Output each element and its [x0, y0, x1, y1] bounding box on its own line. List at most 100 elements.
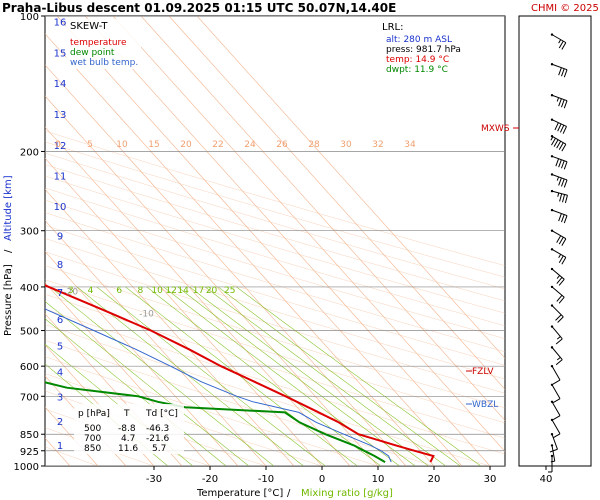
- lrl-heading: LRL:: [382, 22, 403, 33]
- wind-barb: [550, 229, 567, 246]
- isotherm-label: 28: [308, 140, 320, 150]
- wind-barb-station: [550, 63, 554, 66]
- x-tick-label: 0: [319, 474, 325, 485]
- wind-barb-feather: [563, 100, 568, 109]
- wind-barb-staff: [551, 119, 567, 127]
- y-tick-label: 200: [20, 147, 39, 158]
- wind-barb-station: [550, 400, 554, 403]
- isotherm-line: [45, 282, 211, 466]
- lrl-background: [380, 20, 466, 76]
- isotherm-label: 26: [276, 140, 288, 150]
- isotherm-label: 22: [212, 140, 223, 150]
- level-wbzl-label: WBZL: [472, 400, 498, 410]
- isotherm-line: [45, 157, 323, 466]
- wind-barb-feather: [552, 379, 561, 385]
- altitude-tick-label: 9: [57, 231, 63, 242]
- isotherm-line: [45, 375, 127, 466]
- altitude-tick-label: 13: [54, 110, 67, 121]
- isotherm-label: 15: [148, 140, 159, 150]
- dry-adiabat-label: -10: [139, 309, 154, 319]
- x-axis-label-separator: /: [287, 488, 291, 499]
- lrl-alt: alt: 280 m ASL: [386, 35, 452, 45]
- isotherm-line: [45, 126, 351, 466]
- wind-barb-feather: [561, 214, 565, 223]
- wind-barb: [550, 94, 568, 109]
- stats-row-2-td: -21.6: [146, 434, 170, 444]
- dry-adiabat-line: [45, 175, 505, 314]
- isotherm-line: [45, 188, 295, 466]
- wind-barb-staff: [551, 248, 567, 258]
- axes-layer: -30 -20 -10 0 10 20 30 401002003004005006007008…: [14, 12, 553, 485]
- legend-background: [66, 19, 141, 69]
- isotherm-label: 32: [372, 140, 383, 150]
- x-tick-label: 40: [540, 474, 553, 485]
- wind-barb-feather: [563, 161, 568, 170]
- wind-barb-station: [550, 248, 554, 251]
- wind-barb-station: [550, 118, 554, 121]
- isotherm-line: [84, 16, 491, 466]
- x-axis-label-mixing: Mixing ratio [g/kg]: [301, 488, 393, 499]
- wind-barb-half-feather: [556, 356, 561, 361]
- isotherm-line: [45, 64, 407, 466]
- altitude-tick-label: 8: [57, 260, 63, 271]
- isotherm-label: 24: [244, 140, 256, 150]
- wind-barb-half-feather: [556, 176, 560, 181]
- level-fzlv-label: FZLV: [472, 367, 494, 377]
- y-tick-label: 100: [20, 12, 39, 23]
- wind-barb: [550, 418, 561, 439]
- wind-barb-station: [550, 285, 554, 289]
- y-tick-label: 1000: [14, 462, 39, 473]
- legend-box: SKEW-T temperature dew point wet bulb te…: [66, 19, 141, 69]
- wind-barb-feather: [557, 123, 562, 132]
- x-tick-label: 30: [484, 474, 497, 485]
- y-axis-label-separator: /: [3, 249, 14, 253]
- wind-barb-feather: [558, 296, 565, 304]
- stats-background: [74, 404, 184, 454]
- lrl-box: LRL: alt: 280 m ASL press: 981.7 hPa tem…: [380, 20, 466, 76]
- dry-adiabat-line: [45, 130, 505, 266]
- dry-adiabat-label: -20: [63, 287, 78, 297]
- y-tick-label: 700: [20, 392, 39, 403]
- altitude-tick-label: 6: [57, 315, 63, 326]
- altitude-tick-label: 3: [57, 393, 63, 404]
- x-tick-label: -30: [146, 474, 162, 485]
- wind-barb-feather: [557, 316, 564, 323]
- wind-barb-staff: [551, 419, 561, 435]
- wind-barb: [550, 304, 564, 323]
- mixing-ratio-label: 14: [177, 286, 189, 296]
- isotherm-label: 34: [404, 140, 416, 150]
- isotherm-line: [45, 95, 379, 466]
- wind-barb-staff: [551, 434, 558, 450]
- wind-barb-feather: [562, 194, 566, 203]
- wind-barb-staff: [551, 305, 564, 318]
- legend-item-wet-bulb: wet bulb temp.: [70, 58, 138, 68]
- wind-barb-staff: [551, 190, 568, 196]
- wind-barb-staff: [551, 63, 568, 71]
- y-tick-label: 600: [20, 362, 39, 373]
- y-tick-label: 850: [20, 430, 39, 441]
- wind-barb-half-feather: [558, 254, 562, 259]
- wind-barb-feather: [564, 195, 568, 204]
- wind-barb: [550, 155, 568, 170]
- stats-table: p [hPa] T Td [°C] 500 -8.8 -46.3 700 4.7…: [74, 404, 184, 454]
- wind-barb-station: [550, 94, 554, 97]
- wind-barb: [550, 33, 567, 50]
- wind-barb-staff: [551, 286, 565, 298]
- wind-barb-feather: [554, 122, 559, 131]
- isotherm-line: [45, 33, 435, 466]
- wind-barb: [548, 454, 554, 473]
- mixing-ratio-label: 25: [224, 286, 235, 296]
- dry-adiabat-line: [45, 212, 505, 353]
- wind-barb: [550, 444, 556, 463]
- wind-barb: [550, 135, 567, 152]
- wind-barb-feather: [552, 398, 561, 404]
- stats-row-3-t: 11.6: [118, 444, 138, 454]
- wind-barb-feather: [561, 143, 567, 152]
- altitude-tick-label: 15: [54, 48, 67, 59]
- x-tick-label: 10: [372, 474, 385, 485]
- plot-frame: [44, 15, 506, 467]
- dry-adiabat-line: [45, 164, 505, 302]
- isotherm-line: [45, 219, 267, 466]
- stats-row-3-p: 850: [84, 444, 101, 454]
- wind-barb-station: [550, 173, 554, 176]
